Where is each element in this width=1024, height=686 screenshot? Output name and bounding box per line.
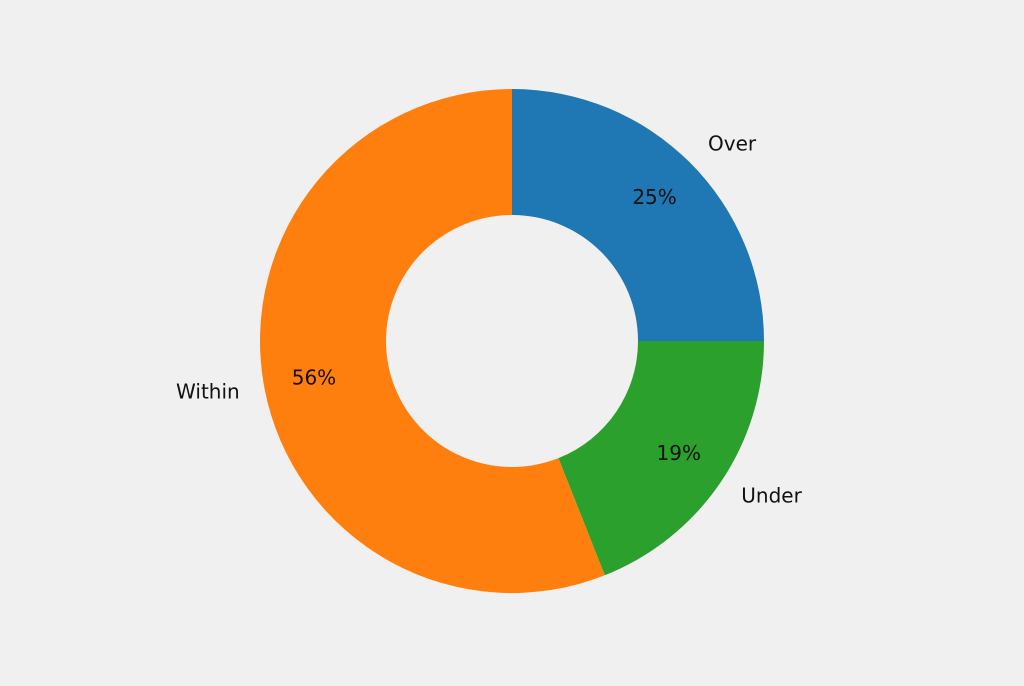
slice-label: Under (741, 483, 802, 507)
slice-label: Over (708, 131, 757, 155)
percent-label: 19% (657, 441, 701, 465)
donut-slice (558, 341, 764, 576)
slice-label: Within (176, 379, 240, 403)
donut-slice (512, 89, 764, 341)
percent-label: 56% (292, 365, 336, 389)
percent-label: 25% (632, 185, 676, 209)
donut-slice (260, 89, 605, 594)
